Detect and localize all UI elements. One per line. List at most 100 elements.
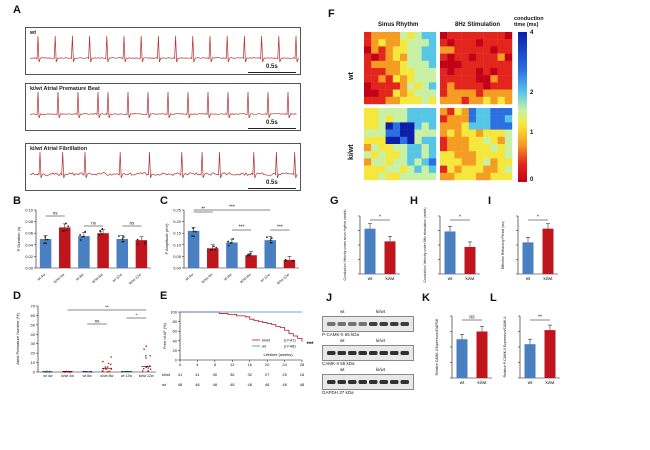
heatmap-cell (447, 60, 455, 69)
heatmap-cell (378, 151, 386, 159)
heatmap-cell (428, 115, 437, 123)
data-point (63, 229, 66, 232)
y-axis-label: Atrial Premature Number (%) (15, 313, 20, 365)
heatmap-cell (428, 172, 437, 181)
heatmap-cell (400, 96, 408, 105)
heatmap-cell (447, 122, 455, 130)
heatmap-cell (490, 82, 498, 90)
significance-label: * (379, 215, 381, 221)
heatmap-cell (490, 136, 498, 145)
legend-label: wt (262, 344, 267, 349)
heatmap-cell (454, 129, 462, 137)
heatmap-cell (407, 96, 415, 105)
x-tick-label: wt 12w (112, 272, 123, 283)
heatmap-cell (497, 32, 505, 40)
heatmap-cell (504, 115, 513, 123)
y-tick-label: 10 (31, 360, 36, 365)
y-tick-label: 0.10 (173, 242, 182, 247)
heatmap-cell (440, 172, 448, 181)
x-axis-label: Lifetime (weeks) (263, 352, 293, 357)
risk-table-value: 48 (213, 382, 218, 387)
x-tick-label: wt (460, 380, 465, 385)
heatmap-cell (504, 172, 513, 181)
heatmap-cell (476, 53, 484, 61)
y-axis-label: Free of AF (%) (162, 322, 167, 349)
blot-band (390, 351, 399, 355)
heatmap-cell (428, 46, 437, 54)
heatmap-cell (385, 122, 393, 130)
heatmap-cell (461, 46, 469, 54)
heatmap-cell (504, 122, 513, 130)
data-point (265, 236, 268, 239)
blot-band (390, 322, 399, 326)
y-tick-label: 60 (31, 313, 36, 318)
heatmap-cell (483, 53, 491, 61)
heatmap-cell (497, 172, 505, 181)
heatmap-cell (385, 82, 393, 90)
heatmap-cell (454, 32, 462, 40)
heatmap-cell (364, 46, 372, 54)
heatmap-cell (490, 32, 498, 40)
heatmap-cell (421, 32, 429, 40)
significance-label: ns (129, 221, 135, 226)
heatmap-cell (371, 68, 379, 76)
heatmap-cell (483, 151, 491, 159)
heatmap-cell (414, 75, 422, 83)
blot-band (400, 351, 409, 355)
heatmap-cell (421, 136, 429, 145)
heatmap-cell (476, 165, 484, 173)
heatmap-cell (461, 136, 469, 145)
risk-table-value: 48 (247, 382, 252, 387)
heatmap-cell (476, 82, 484, 90)
heatmap-cell (468, 82, 477, 90)
heatmap-cell (447, 144, 455, 152)
data-point (143, 348, 145, 350)
bar (476, 331, 488, 378)
heatmap-cell (392, 158, 401, 166)
colorbar-tick: 0 (530, 177, 534, 183)
heatmap-cell (400, 172, 408, 181)
heatmap-cell (364, 89, 372, 97)
heatmap-cell (483, 96, 491, 105)
heatmap-cell (440, 60, 448, 69)
heatmap-cell (461, 68, 469, 76)
blot-band (337, 380, 346, 384)
risk-table-group: wt (162, 382, 167, 387)
x-tick-label: 24 (282, 362, 287, 367)
heatmap-cell (497, 75, 505, 83)
heatmap-cell (440, 82, 448, 90)
data-point (193, 235, 195, 238)
heatmap-cell (392, 89, 401, 97)
heatmap-cell (421, 68, 429, 76)
heatmap-cell (428, 144, 437, 152)
data-point (61, 230, 64, 233)
ecg-trace-wt: wt 0.5s (25, 27, 301, 75)
heatmap-cell (483, 165, 491, 173)
heatmap-cell (378, 172, 386, 181)
data-point (110, 363, 112, 366)
heatmap-cell (364, 32, 372, 40)
heatmap-cell (440, 46, 448, 54)
heatmap-row-title: ki/wt (348, 144, 355, 160)
data-point (79, 234, 82, 236)
heatmap-cell (504, 136, 513, 145)
heatmap-cell (447, 82, 455, 90)
heatmap-cell (378, 165, 386, 173)
panel-a-label: A (13, 4, 21, 16)
heatmap-cell (461, 96, 469, 105)
blot-band (348, 351, 357, 355)
heatmap-cell (421, 89, 429, 97)
ecg-trace-ki-af: ki/wt Atrial Fibrillation 0.5s (25, 143, 301, 191)
ecg-trace-title: ki/wt Atrial Fibrillation (30, 146, 88, 152)
bar (59, 227, 71, 268)
heatmap-cell (476, 129, 484, 137)
heatmap-cell (483, 122, 491, 130)
heatmap-cell (371, 32, 379, 40)
y-tick-label: 70 (31, 304, 36, 309)
heatmap-cell (400, 46, 408, 54)
significance-label: ** (538, 315, 542, 321)
heatmap-cell (407, 53, 415, 61)
heatmap-cell (476, 151, 484, 159)
heatmap-cell (385, 151, 393, 159)
heatmap-cell (392, 32, 401, 40)
